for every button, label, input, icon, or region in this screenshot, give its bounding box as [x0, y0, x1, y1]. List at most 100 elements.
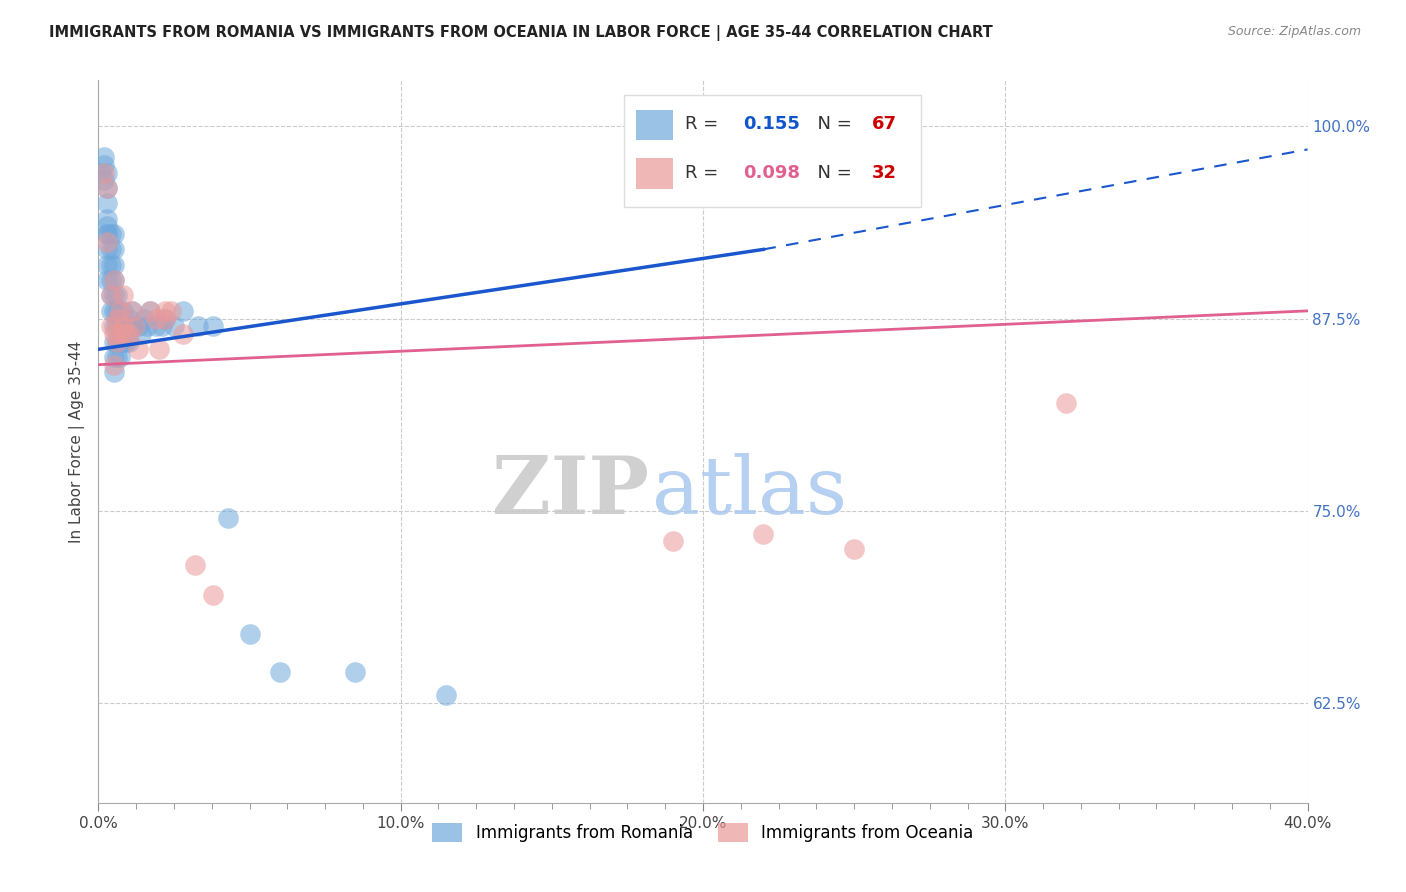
Point [111, 288, 134, 302]
Point [105, 288, 128, 302]
Point [103, 273, 125, 287]
Point [239, 626, 262, 640]
Point [111, 319, 134, 334]
Point [103, 243, 125, 257]
Point [105, 304, 128, 318]
Point [163, 319, 186, 334]
Point [844, 542, 866, 557]
Point [172, 304, 194, 318]
Point [105, 334, 128, 349]
Legend: Immigrants from Romania, Immigrants from Oceania: Immigrants from Romania, Immigrants from… [426, 816, 980, 848]
Point [103, 273, 125, 287]
Point [124, 319, 146, 334]
Point [139, 304, 162, 318]
Point [105, 334, 128, 349]
Point [108, 334, 131, 349]
Text: 67: 67 [872, 115, 897, 133]
Point [118, 326, 141, 341]
Point [124, 319, 146, 334]
Point [127, 343, 149, 357]
Point [344, 665, 367, 680]
Point [96, 165, 118, 179]
Point [103, 288, 125, 302]
Point [108, 319, 131, 334]
Point [121, 319, 143, 334]
Point [135, 319, 157, 334]
Point [202, 588, 225, 602]
Point [434, 688, 457, 702]
Point [103, 365, 125, 379]
Text: R =: R = [685, 164, 724, 182]
Point [93, 165, 115, 179]
Point [96, 219, 118, 234]
Point [105, 319, 128, 334]
Point [127, 319, 149, 334]
Point [145, 311, 167, 326]
Point [96, 235, 118, 249]
Point [132, 311, 155, 326]
Point [160, 304, 183, 318]
Point [96, 227, 118, 241]
Point [103, 319, 125, 334]
Point [103, 304, 125, 318]
Point [93, 150, 115, 164]
Y-axis label: In Labor Force | Age 35-44: In Labor Force | Age 35-44 [69, 341, 84, 542]
Point [752, 526, 775, 541]
Point [96, 227, 118, 241]
Point [148, 343, 170, 357]
Point [150, 319, 173, 334]
Point [100, 243, 122, 257]
Point [153, 311, 176, 326]
Text: 0.098: 0.098 [742, 164, 800, 182]
Point [100, 304, 122, 318]
Point [96, 196, 118, 211]
Point [121, 304, 143, 318]
Text: 32: 32 [872, 164, 897, 182]
Point [100, 288, 122, 302]
Text: IMMIGRANTS FROM ROMANIA VS IMMIGRANTS FROM OCEANIA IN LABOR FORCE | AGE 35-44 CO: IMMIGRANTS FROM ROMANIA VS IMMIGRANTS FR… [49, 25, 993, 41]
Point [118, 334, 141, 349]
Point [100, 273, 122, 287]
Point [172, 326, 194, 341]
Point [100, 288, 122, 302]
Point [105, 311, 128, 326]
Point [118, 311, 141, 326]
Point [103, 227, 125, 241]
Point [103, 326, 125, 341]
Text: 0.155: 0.155 [742, 115, 800, 133]
Point [153, 311, 176, 326]
Point [114, 319, 136, 334]
Point [121, 304, 143, 318]
Point [100, 227, 122, 241]
Point [96, 211, 118, 226]
Point [129, 326, 152, 341]
Point [90, 165, 112, 179]
Point [184, 558, 207, 572]
Text: Source: ZipAtlas.com: Source: ZipAtlas.com [1227, 25, 1361, 38]
Point [96, 273, 118, 287]
Point [202, 319, 225, 334]
Point [108, 304, 131, 318]
Point [103, 258, 125, 272]
FancyBboxPatch shape [637, 158, 672, 189]
Point [103, 350, 125, 364]
Point [96, 181, 118, 195]
Point [114, 334, 136, 349]
Point [103, 334, 125, 349]
Point [108, 350, 131, 364]
Point [217, 511, 239, 525]
Point [96, 243, 118, 257]
Text: R =: R = [685, 115, 724, 133]
Point [187, 319, 209, 334]
Text: atlas: atlas [652, 453, 848, 531]
Point [114, 326, 136, 341]
Point [111, 304, 134, 318]
Text: N =: N = [806, 164, 858, 182]
Point [139, 304, 162, 318]
Point [111, 334, 134, 349]
Point [96, 181, 118, 195]
Point [105, 311, 128, 326]
Point [108, 326, 131, 341]
FancyBboxPatch shape [624, 95, 921, 207]
Point [661, 534, 683, 549]
